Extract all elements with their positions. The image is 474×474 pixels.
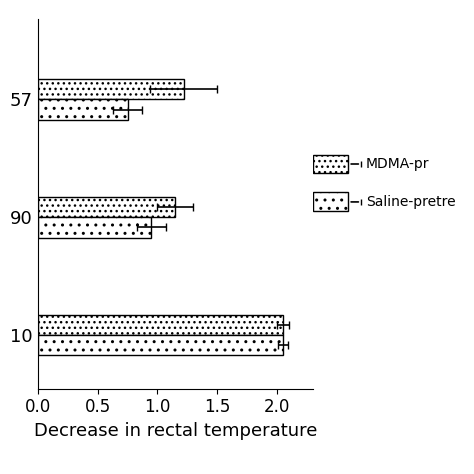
Text: MDMA-pr: MDMA-pr: [366, 157, 429, 171]
Bar: [38, 79, 184, 100]
Bar: [38, 335, 283, 356]
Bar: [38, 217, 152, 237]
FancyBboxPatch shape: [313, 192, 348, 211]
X-axis label: Decrease in rectal temperature: Decrease in rectal temperature: [34, 422, 317, 440]
FancyBboxPatch shape: [313, 155, 348, 173]
Bar: [38, 315, 283, 335]
Bar: [38, 197, 175, 217]
Text: Saline-pretre: Saline-pretre: [366, 195, 456, 209]
Bar: [38, 100, 128, 120]
